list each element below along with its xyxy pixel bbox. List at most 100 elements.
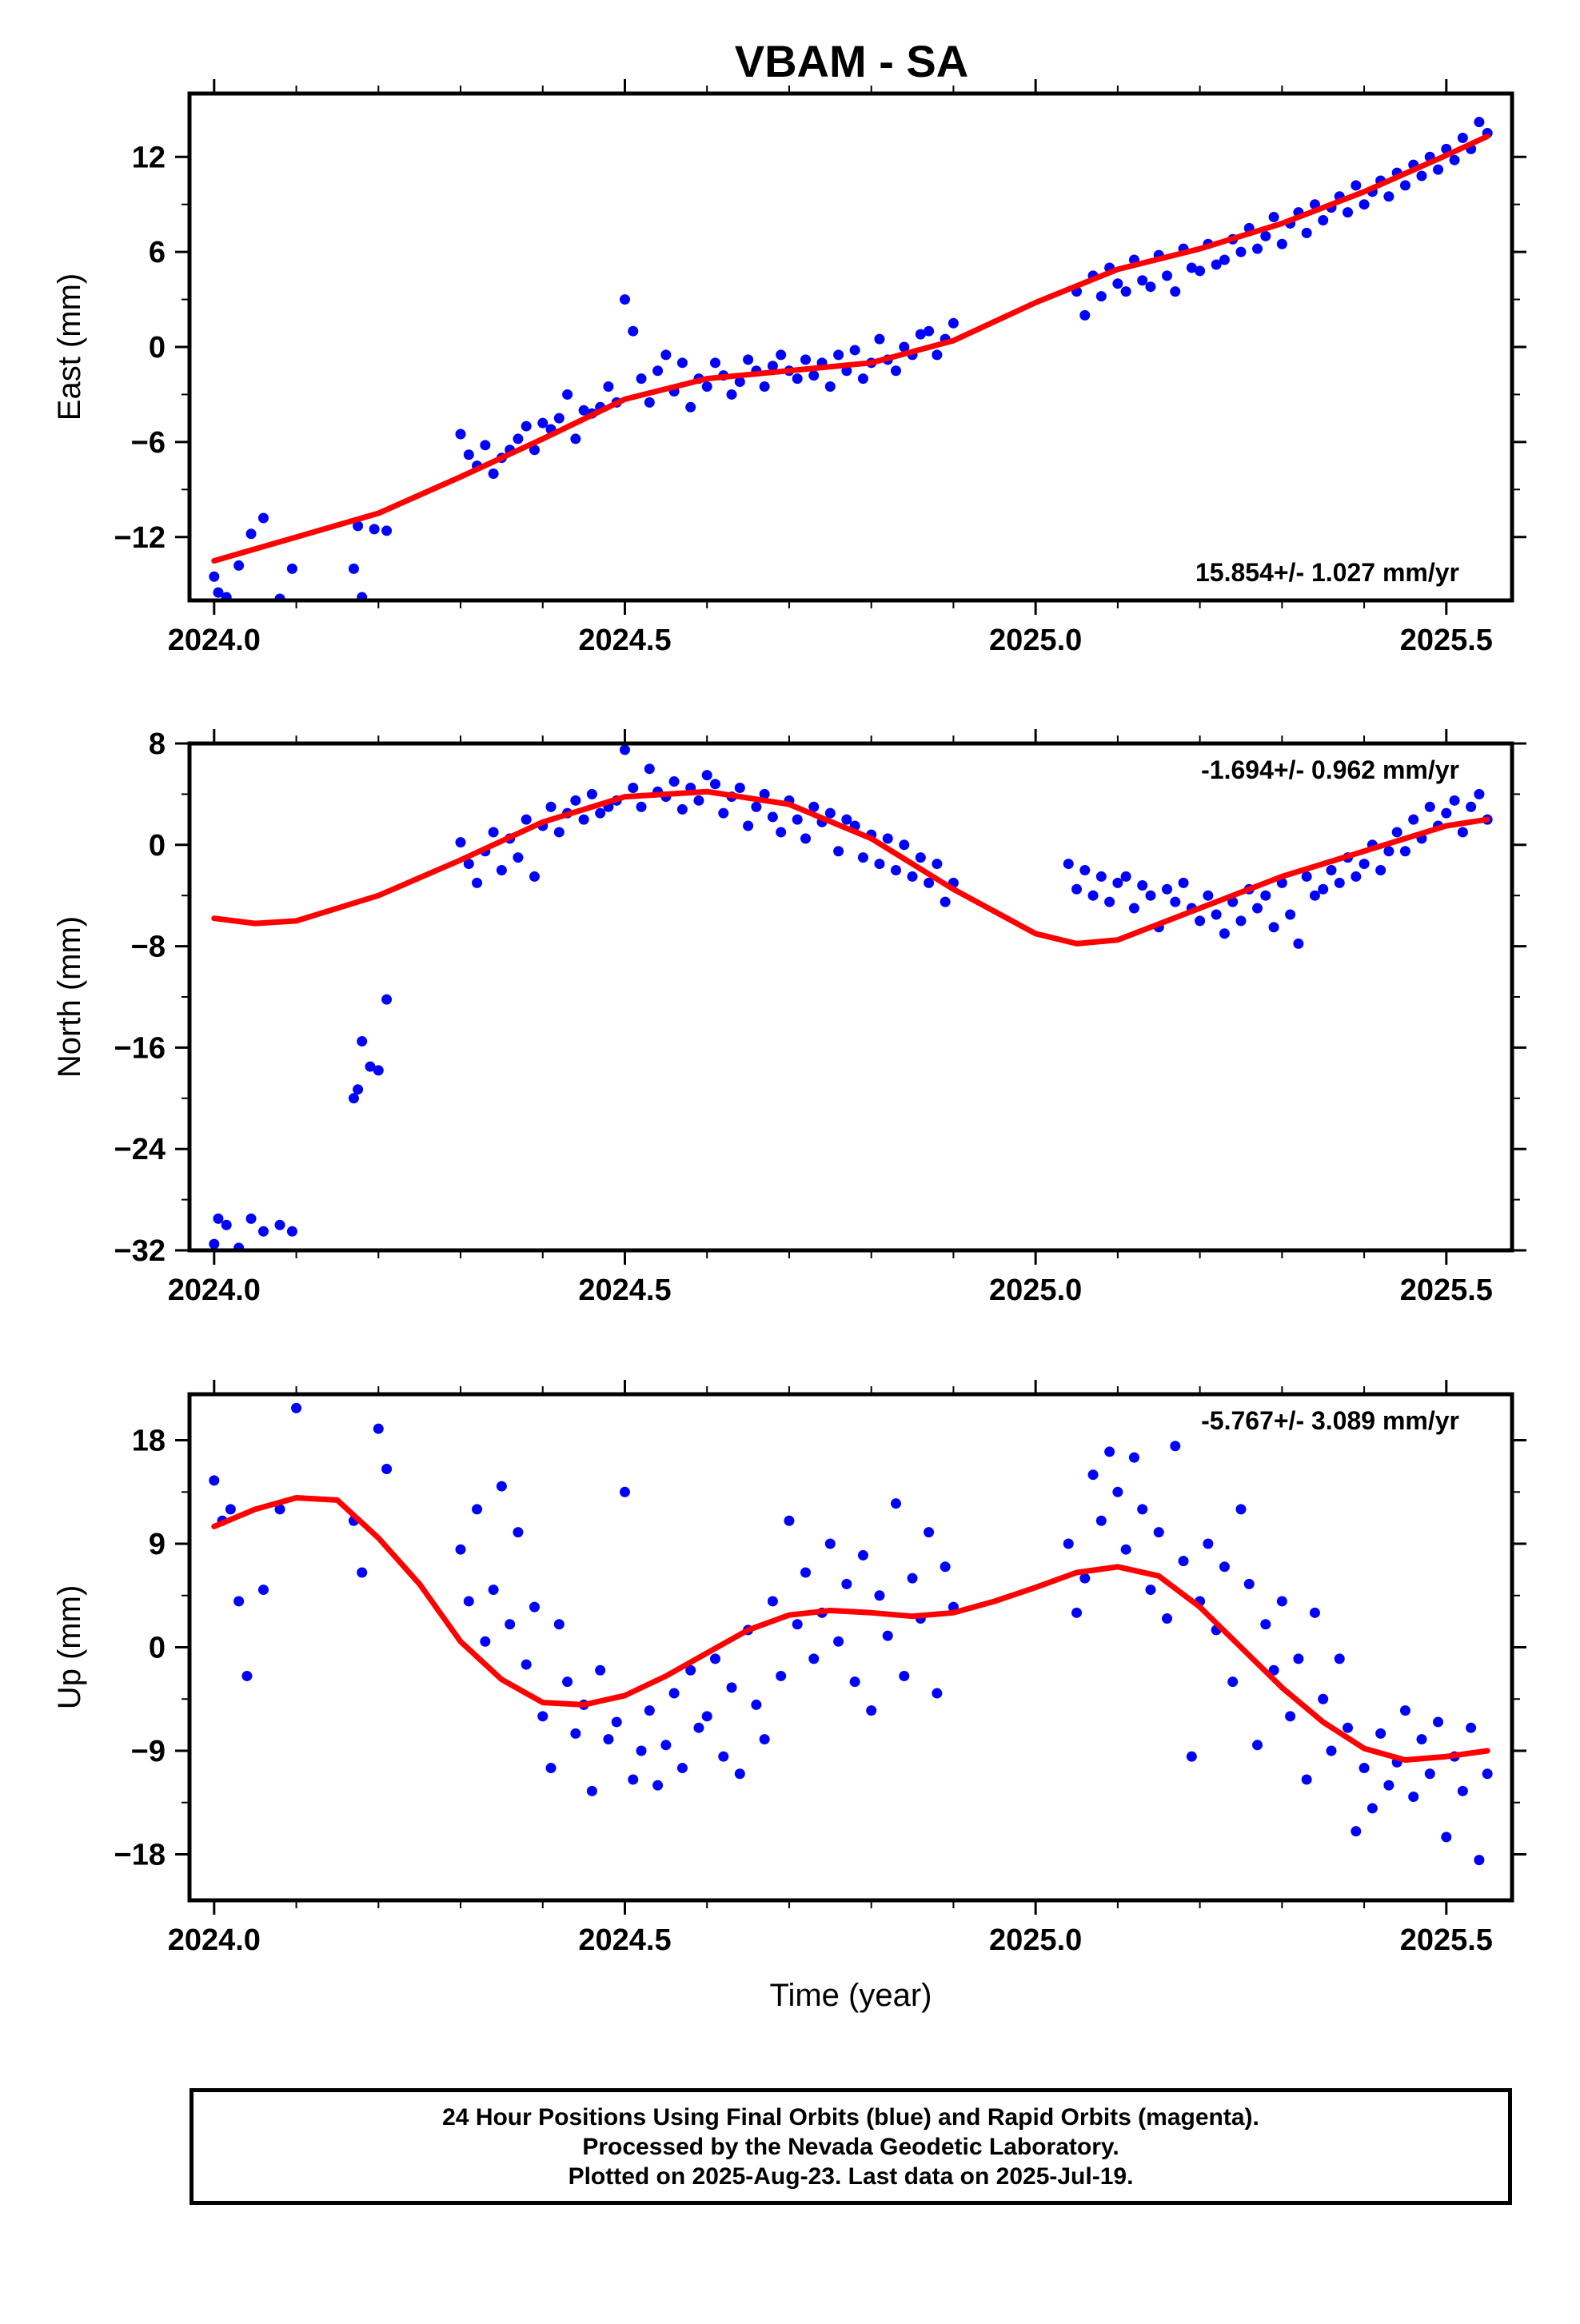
data-point (529, 871, 540, 882)
data-point (586, 1785, 597, 1796)
data-point (1318, 883, 1329, 895)
data-point (1162, 883, 1173, 895)
data-point (924, 877, 935, 888)
data-point (718, 1751, 729, 1762)
x-tick-label: 2024.5 (578, 624, 671, 657)
data-point (619, 294, 630, 305)
data-point (1145, 890, 1156, 901)
data-point (357, 1567, 368, 1578)
data-point (1293, 938, 1304, 949)
x-tick-label: 2025.5 (1400, 624, 1493, 657)
data-point (1309, 1607, 1320, 1618)
data-point (274, 1219, 285, 1230)
plot-frame (187, 741, 1514, 1253)
data-point (480, 1636, 491, 1647)
data-point (1334, 877, 1345, 888)
data-point (808, 370, 820, 381)
data-point (595, 807, 606, 819)
data-point (668, 776, 680, 787)
data-point (1441, 1832, 1452, 1843)
footer-line-3: Plotted on 2025-Aug-23. Last data on 202… (568, 2163, 1134, 2190)
plot-area-up (209, 1402, 1493, 1866)
data-point (488, 468, 499, 479)
data-point (1301, 1774, 1312, 1785)
data-point (940, 1561, 951, 1573)
data-point (529, 444, 540, 456)
panel-north: 2024.0 2024.5 2025.0 2025.5 −32 −24 −16 −8 0 8 Nor… (52, 727, 1526, 1307)
data-point (553, 827, 565, 838)
data-point (611, 1716, 622, 1728)
data-point (233, 560, 245, 571)
data-point (636, 373, 647, 385)
data-point (1252, 1740, 1263, 1751)
data-point (1268, 1664, 1279, 1676)
data-point (709, 357, 720, 369)
data-point (586, 788, 597, 799)
data-point (644, 763, 655, 775)
y-tick-label: −18 (114, 1838, 166, 1872)
data-point (1367, 1803, 1378, 1814)
data-point (743, 820, 754, 831)
data-point (652, 1780, 664, 1791)
data-point (1399, 180, 1410, 191)
data-point (891, 865, 902, 875)
y-axis-label: North (mm) (52, 916, 87, 1078)
data-point (1079, 1573, 1091, 1584)
data-point (274, 1504, 285, 1515)
data-point (1449, 795, 1460, 806)
data-point (1399, 846, 1410, 857)
data-point (866, 1705, 877, 1716)
data-point (1383, 846, 1394, 857)
data-point (948, 317, 959, 329)
data-point (1235, 1504, 1247, 1515)
data-point (221, 1219, 232, 1230)
data-point (907, 871, 918, 882)
y-tick-label: −6 (131, 426, 166, 460)
panel-east: 2024.0 2024.5 2025.0 2025.5 −12 −6 0 6 12 East (m… (52, 79, 1526, 657)
data-point (1433, 164, 1444, 175)
data-point (1399, 1705, 1410, 1716)
chart-title: VBAM - SA (735, 36, 968, 86)
data-point (463, 859, 474, 870)
data-point (891, 365, 902, 377)
data-point (800, 1567, 811, 1578)
data-point (1203, 890, 1214, 901)
x-tick-label: 2025.0 (989, 624, 1082, 657)
data-point (824, 807, 836, 819)
data-point (874, 1590, 885, 1601)
data-point (1309, 890, 1320, 901)
data-point (800, 354, 811, 365)
data-point (792, 1619, 803, 1630)
data-point (291, 1402, 302, 1413)
rate-label: -1.694+/- 0.962 mm/yr (1201, 755, 1459, 784)
data-point (636, 1745, 647, 1756)
data-point (553, 1619, 565, 1630)
x-tick-label: 2025.5 (1400, 1274, 1493, 1307)
data-point (455, 1544, 466, 1555)
data-point (1203, 1538, 1214, 1549)
data-point (824, 1538, 836, 1549)
data-point (521, 421, 532, 432)
fit-line (211, 1495, 1490, 1763)
data-point (1466, 1722, 1477, 1733)
data-point (784, 1515, 795, 1526)
data-point (1334, 1653, 1345, 1664)
data-point (1457, 132, 1468, 143)
data-point (1293, 1653, 1304, 1664)
data-point (776, 1670, 787, 1681)
data-point (1375, 865, 1386, 875)
data-point (776, 349, 787, 361)
data-point (381, 1464, 393, 1475)
data-point (619, 1486, 630, 1497)
data-point (1137, 880, 1148, 891)
plot-frame (187, 1392, 1514, 1903)
data-point (1195, 265, 1206, 277)
data-point (1343, 207, 1354, 218)
data-point (800, 833, 811, 844)
data-point (915, 852, 926, 863)
data-point (353, 1084, 364, 1095)
data-point (628, 325, 639, 337)
data-point (257, 1585, 269, 1596)
data-point (824, 381, 836, 393)
